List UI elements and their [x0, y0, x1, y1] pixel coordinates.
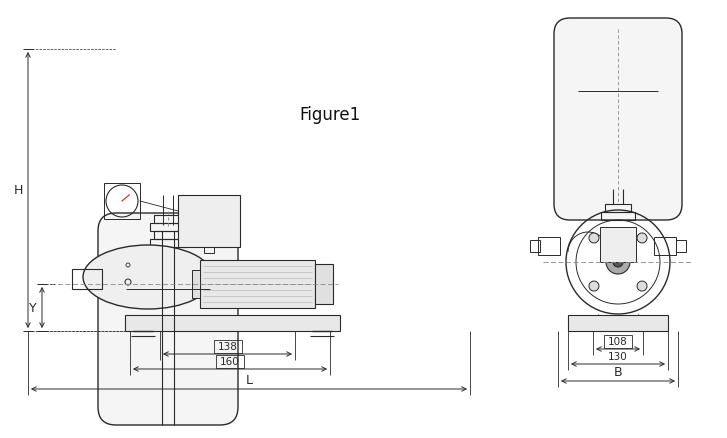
Text: B: B — [614, 365, 622, 378]
Text: L: L — [246, 373, 252, 386]
Bar — [154, 215, 182, 223]
Text: 108: 108 — [608, 337, 628, 347]
FancyBboxPatch shape — [554, 19, 682, 220]
Bar — [200, 261, 315, 308]
Text: 138: 138 — [217, 342, 238, 352]
FancyBboxPatch shape — [98, 213, 238, 425]
Bar — [125, 315, 340, 331]
Bar — [214, 340, 241, 353]
Bar — [178, 195, 240, 247]
Circle shape — [637, 281, 647, 291]
Bar — [538, 237, 560, 255]
Bar — [676, 240, 686, 252]
Bar — [204, 247, 214, 254]
Bar — [600, 227, 636, 262]
Text: 130: 130 — [608, 351, 628, 361]
Ellipse shape — [83, 245, 213, 309]
Bar — [654, 237, 676, 255]
Circle shape — [606, 251, 630, 274]
Bar — [605, 205, 631, 212]
Bar — [604, 335, 632, 348]
Circle shape — [589, 233, 599, 244]
Bar — [216, 355, 244, 368]
Circle shape — [613, 258, 623, 267]
Circle shape — [637, 233, 647, 244]
Text: Y: Y — [29, 301, 37, 314]
Bar — [315, 265, 333, 304]
Bar — [154, 231, 182, 240]
Bar — [530, 240, 540, 252]
Bar — [568, 315, 668, 331]
Bar — [150, 223, 186, 231]
Text: H: H — [14, 184, 23, 197]
Bar — [72, 269, 102, 290]
Bar — [150, 240, 186, 247]
Bar — [192, 270, 200, 298]
Text: Figure1: Figure1 — [300, 106, 361, 124]
Text: 160: 160 — [220, 357, 240, 367]
Circle shape — [589, 281, 599, 291]
Bar — [104, 184, 140, 219]
Bar — [601, 212, 635, 220]
